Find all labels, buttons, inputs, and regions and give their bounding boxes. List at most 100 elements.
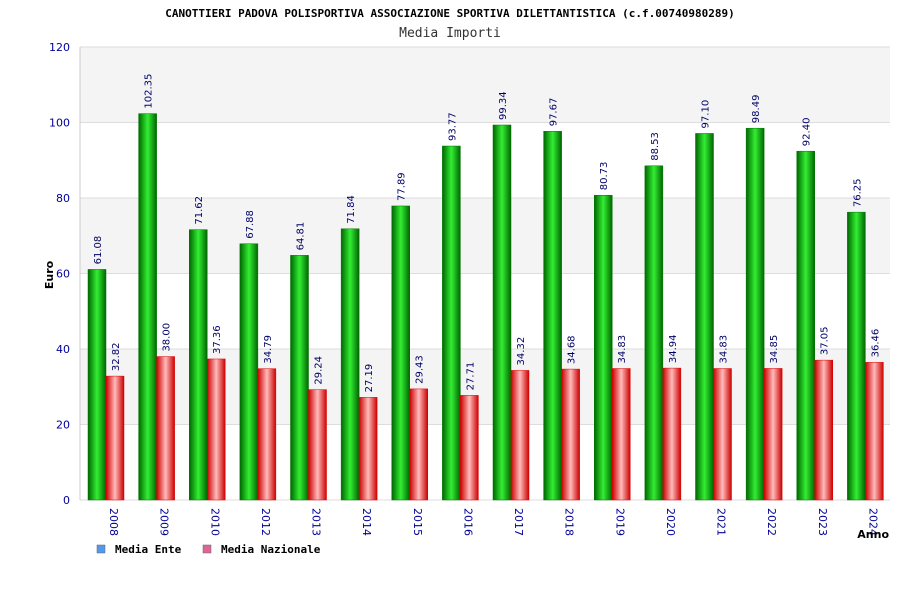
- data-label: 34.94: [668, 334, 679, 363]
- bar-media-ente: [442, 145, 461, 501]
- y-tick-label: 100: [49, 117, 70, 130]
- bar-media-ente: [239, 243, 259, 501]
- bar-media-ente: [189, 229, 208, 501]
- bar-media-nazionale: [662, 367, 682, 501]
- y-axis-label: Euro: [43, 260, 56, 289]
- data-label: 27.71: [465, 362, 476, 391]
- x-tick-label: 2013: [310, 508, 323, 536]
- y-tick-label: 60: [56, 268, 70, 281]
- x-tick-label: 2022: [765, 508, 778, 536]
- legend-label: Media Nazionale: [221, 543, 321, 556]
- y-tick-label: 80: [56, 192, 70, 205]
- x-tick-label: 2012: [259, 508, 272, 536]
- y-tick-label: 20: [56, 419, 70, 432]
- bar-media-ente: [138, 113, 157, 501]
- bar-media-ente: [290, 255, 309, 501]
- bar-media-nazionale: [713, 368, 732, 501]
- bar-media-nazionale: [409, 388, 428, 501]
- data-label: 97.67: [549, 98, 560, 127]
- data-label: 97.10: [701, 100, 712, 129]
- x-tick-label: 2018: [563, 508, 576, 536]
- bar-media-nazionale: [156, 356, 175, 501]
- bar-media-nazionale: [105, 375, 125, 501]
- bar-media-ente: [695, 133, 714, 501]
- x-tick-label: 2021: [715, 508, 728, 536]
- data-label: 71.84: [346, 195, 357, 224]
- legend-swatch: [202, 544, 212, 554]
- data-label: 38.00: [162, 323, 173, 352]
- data-label: 102.35: [144, 74, 155, 109]
- data-label: 80.73: [599, 162, 610, 191]
- bar-media-ente: [340, 228, 360, 501]
- bar-media-nazionale: [814, 359, 833, 501]
- bar-media-ente: [594, 194, 613, 501]
- legend-label: Media Ente: [115, 543, 182, 556]
- data-label: 32.82: [111, 342, 122, 371]
- x-tick-label: 2015: [411, 508, 424, 536]
- legend-swatch: [96, 544, 106, 554]
- x-tick-label: 2019: [613, 508, 626, 536]
- data-label: 27.19: [364, 364, 375, 393]
- bar-media-nazionale: [207, 358, 226, 501]
- x-tick-label: 2010: [208, 508, 221, 536]
- bar-media-ente: [391, 205, 410, 501]
- x-tick-label: 2016: [461, 508, 474, 536]
- bar-media-nazionale: [308, 389, 327, 501]
- bar-media-nazionale: [612, 368, 631, 501]
- chart-subtitle: Media Importi: [399, 26, 501, 41]
- data-label: 61.08: [93, 236, 104, 265]
- data-label: 29.43: [415, 355, 426, 384]
- bar-media-ente: [543, 131, 562, 501]
- bar-media-nazionale: [865, 362, 884, 501]
- bar-media-nazionale: [510, 370, 530, 501]
- bar-media-nazionale: [257, 368, 277, 501]
- bars: 61.08 32.82 102.35 38.00 71.62 37.36 67.88 34.7…: [87, 74, 884, 501]
- data-label: 64.81: [296, 222, 307, 251]
- data-label: 92.40: [802, 118, 813, 147]
- data-label: 98.49: [751, 95, 762, 124]
- bar-media-nazionale: [561, 368, 580, 501]
- data-label: 88.53: [650, 132, 661, 161]
- data-label: 37.36: [212, 325, 223, 354]
- bar-media-ente: [644, 165, 664, 501]
- data-label: 93.77: [447, 112, 458, 141]
- data-label: 71.62: [194, 196, 205, 225]
- bar-media-nazionale: [358, 397, 378, 501]
- x-tick-label: 2009: [158, 508, 171, 536]
- plot-band: [80, 122, 890, 198]
- y-tick-label: 0: [63, 494, 70, 507]
- data-label: 34.83: [617, 335, 628, 364]
- data-label: 67.88: [245, 210, 256, 239]
- data-label: 99.34: [498, 91, 509, 120]
- bar-media-nazionale: [763, 368, 783, 501]
- data-label: 34.79: [263, 335, 274, 364]
- bar-media-ente: [492, 124, 512, 501]
- x-tick-label: 2014: [360, 508, 373, 536]
- bar-media-ente: [745, 127, 765, 501]
- data-label: 34.32: [516, 337, 527, 366]
- bar-media-nazionale: [460, 395, 479, 501]
- x-tick-label: 2023: [816, 508, 829, 536]
- x-tick-label: 2008: [107, 508, 120, 536]
- x-tick-label: 2017: [512, 508, 525, 536]
- data-label: 36.46: [870, 329, 881, 358]
- legend: Media Ente Media Nazionale: [96, 543, 321, 556]
- plot-band: [80, 47, 890, 123]
- data-label: 34.83: [719, 335, 730, 364]
- bar-media-ente: [847, 211, 866, 501]
- data-label: 34.68: [567, 335, 578, 364]
- bar-media-ente: [796, 150, 815, 501]
- data-label: 29.24: [314, 356, 325, 385]
- x-tick-label: 2020: [664, 508, 677, 536]
- data-label: 77.89: [397, 172, 408, 201]
- x-tick-label: 2024: [866, 508, 879, 536]
- bar-media-ente: [87, 269, 107, 501]
- y-tick-label: 40: [56, 343, 70, 356]
- chart-title: CANOTTIERI PADOVA POLISPORTIVA ASSOCIAZI…: [165, 7, 735, 20]
- data-label: 37.05: [820, 326, 831, 355]
- x-axis: 2008 2009 2010 2012 2013 2014 2015 2016 2017 2018…: [107, 508, 879, 536]
- y-axis: 0 20 40 60 80 100 120: [49, 41, 70, 507]
- data-label: 34.85: [769, 335, 780, 364]
- x-axis-label: Anno: [857, 528, 889, 541]
